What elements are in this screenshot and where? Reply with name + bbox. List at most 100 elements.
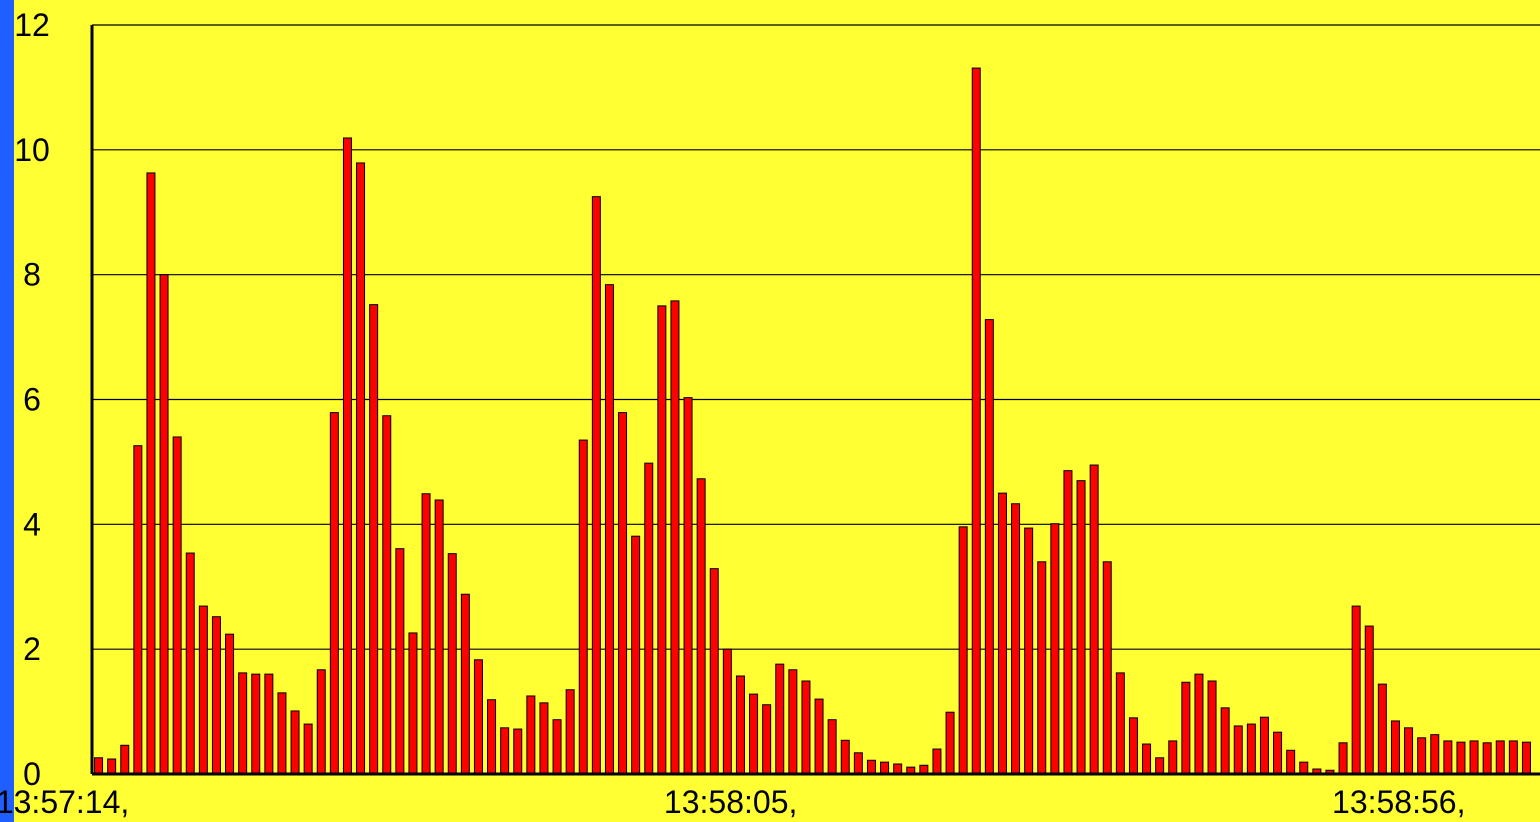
bar <box>1181 681 1191 775</box>
bar <box>146 172 156 775</box>
bar <box>1089 464 1099 775</box>
bar <box>814 698 824 775</box>
bar <box>657 305 667 775</box>
bar <box>1128 717 1138 775</box>
bar <box>198 605 208 775</box>
side-strip <box>0 0 14 822</box>
bar <box>316 669 326 775</box>
bar <box>788 669 798 775</box>
bar <box>932 748 942 775</box>
bar <box>1469 740 1479 775</box>
bar <box>264 673 274 775</box>
bar <box>133 445 143 775</box>
bar <box>1338 742 1348 775</box>
bar <box>945 711 955 775</box>
bar <box>696 478 706 775</box>
bar <box>1063 470 1073 775</box>
bar <box>526 695 536 775</box>
bar <box>552 719 562 775</box>
bar <box>565 689 575 775</box>
bar <box>473 659 483 775</box>
bar <box>722 648 732 775</box>
bar <box>1194 673 1204 775</box>
bar <box>1168 740 1178 775</box>
bar <box>1155 757 1165 775</box>
bar <box>1142 743 1152 775</box>
bar <box>1011 503 1021 775</box>
bar <box>683 397 693 775</box>
bar <box>1377 683 1387 775</box>
bar <box>840 739 850 775</box>
y-tick-label: 12 <box>14 7 50 43</box>
bar <box>1495 740 1505 775</box>
bar <box>880 761 890 775</box>
bar <box>500 727 510 775</box>
x-tick-label: 13:58:05, <box>664 784 797 820</box>
bar <box>866 759 876 775</box>
y-tick-label: 10 <box>14 132 50 168</box>
y-tick-label: 2 <box>23 631 41 667</box>
bar <box>1207 680 1217 775</box>
bar <box>1364 625 1374 775</box>
bar <box>1390 720 1400 775</box>
bar <box>329 412 339 775</box>
bar <box>984 319 994 775</box>
y-tick-label: 6 <box>23 382 41 418</box>
bar <box>827 719 837 775</box>
bar <box>1102 561 1112 775</box>
bar <box>1037 561 1047 775</box>
bar <box>801 680 811 775</box>
bar <box>997 492 1007 775</box>
bar <box>434 499 444 775</box>
bar <box>1259 716 1269 775</box>
bar <box>1233 725 1243 775</box>
bar <box>107 758 117 775</box>
bar <box>342 137 352 775</box>
bar <box>1417 737 1427 775</box>
bar <box>290 710 300 775</box>
bar <box>670 300 680 775</box>
bar <box>958 526 968 775</box>
bar <box>159 274 169 775</box>
bar <box>460 593 470 775</box>
y-tick-label: 8 <box>23 257 41 293</box>
bar <box>1076 480 1086 775</box>
bar <box>1286 749 1296 775</box>
bar <box>591 196 601 775</box>
bar <box>1351 605 1361 775</box>
y-tick-label: 0 <box>23 756 41 792</box>
bar <box>303 723 313 775</box>
bar <box>513 728 523 775</box>
bar <box>631 535 641 775</box>
x-tick-label: 13:57:14, <box>0 784 129 820</box>
bar <box>421 493 431 775</box>
bar <box>762 704 772 775</box>
bar <box>120 744 130 775</box>
bar <box>644 462 654 775</box>
bar <box>369 304 379 775</box>
bar <box>408 632 418 775</box>
bar <box>1508 740 1518 775</box>
bar <box>447 553 457 775</box>
bar <box>1115 672 1125 775</box>
bar <box>578 439 588 775</box>
bar <box>1246 723 1256 775</box>
bar <box>1220 707 1230 775</box>
bar <box>356 162 366 775</box>
bar <box>735 675 745 775</box>
bar <box>277 692 287 775</box>
bar <box>1521 741 1531 775</box>
bar <box>709 568 719 775</box>
bar <box>172 436 182 775</box>
bar <box>1024 527 1034 775</box>
bar <box>604 284 614 775</box>
y-tick-label: 4 <box>23 506 41 542</box>
bar <box>853 752 863 775</box>
bar <box>251 673 261 775</box>
x-tick-label: 13:58:56, <box>1332 784 1465 820</box>
bar <box>487 699 497 775</box>
bar <box>618 412 628 775</box>
bar <box>1273 731 1283 775</box>
